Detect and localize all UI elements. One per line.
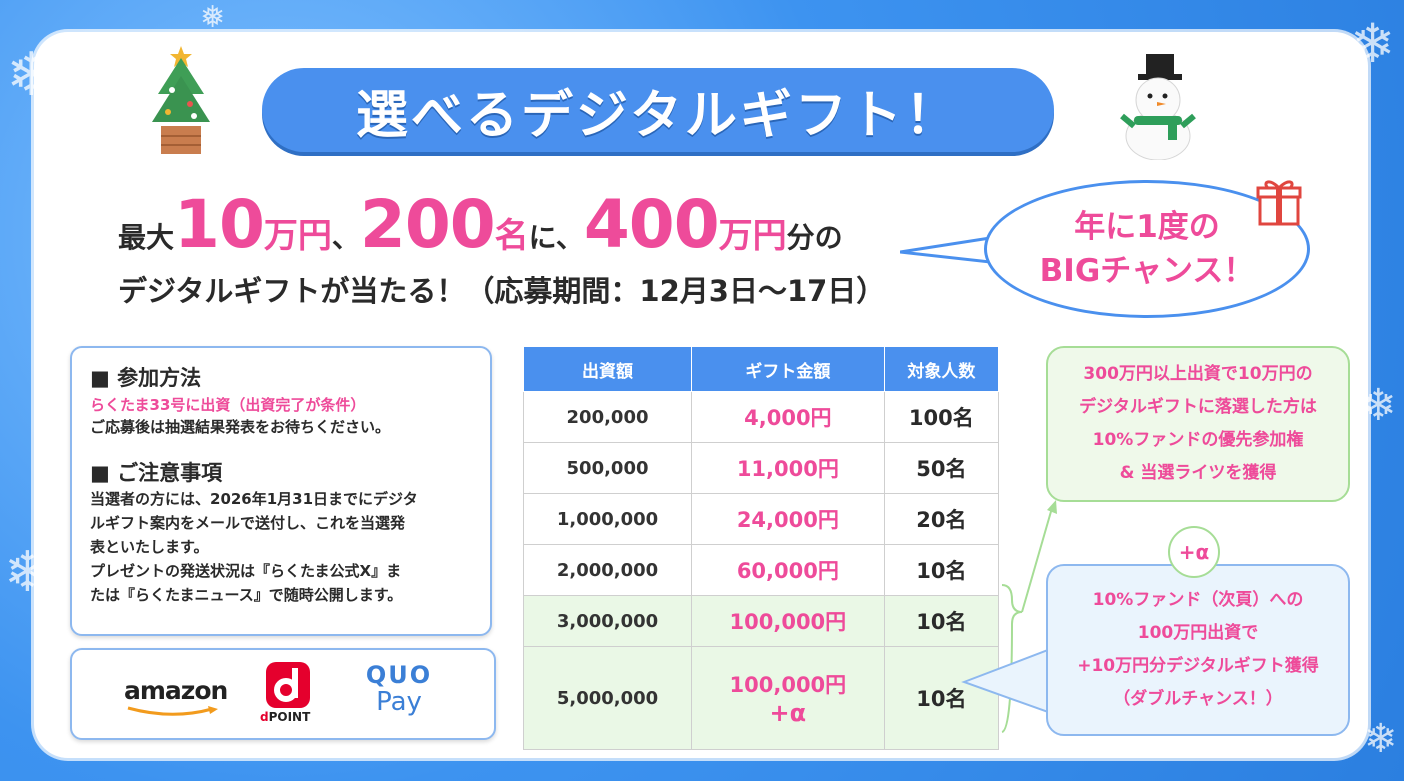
gift-brand-logos: amazon dPOINT QUO Pay xyxy=(70,648,496,740)
amazon-logo: amazon xyxy=(124,676,228,705)
headline-subline: デジタルギフトが当たる！（応募期間：12月3日～17日） xyxy=(118,274,886,308)
amount-cell: 3,000,000 xyxy=(522,595,693,647)
priority-line: 10%ファンドの優先参加権 xyxy=(1092,430,1304,450)
title-banner: 選べるデジタルギフト！ xyxy=(262,68,1054,152)
headline-text: 、 xyxy=(331,221,360,254)
table-header-row: 出資額 ギフト金額 対象人数 xyxy=(522,346,1000,392)
double-chance-line: 10%ファンド（次頁）への xyxy=(1092,590,1304,610)
quo-text: QUO xyxy=(365,661,433,689)
double-chance-line: +10万円分デジタルギフト獲得 xyxy=(1077,656,1319,676)
column-header: 対象人数 xyxy=(883,346,1000,392)
gift-box-icon xyxy=(1256,180,1302,226)
people-cell: 50名 xyxy=(883,442,1000,494)
notice-line: 当選者の方には、2026年1月31日までにデジタ xyxy=(90,490,418,508)
gift-cell: 24,000円 xyxy=(691,493,885,545)
priority-line: デジタルギフトに落選した方は xyxy=(1079,397,1317,417)
headline-unit: 名 xyxy=(494,216,529,256)
page-title: 選べるデジタルギフト！ xyxy=(356,85,960,146)
method-heading: ■ 参加方法 xyxy=(90,366,202,390)
amount-cell: 2,000,000 xyxy=(522,544,693,596)
gift-cell: 60,000円 xyxy=(691,544,885,596)
people-cell: 10名 xyxy=(883,544,1000,596)
double-chance-line: 100万円出資で xyxy=(1137,623,1259,643)
people-cell: 10名 xyxy=(883,595,1000,647)
method-condition: らくたま33号に出資（出資完了が条件） xyxy=(90,396,366,414)
method-note: ご応募後は抽選結果発表をお待ちください。 xyxy=(90,418,391,436)
dpoint-logo-icon xyxy=(266,662,310,708)
bubble-line: 年に1度の xyxy=(1074,209,1220,245)
headline-text: に、 xyxy=(528,221,584,254)
amount-cell: 5,000,000 xyxy=(522,646,693,750)
amount-cell: 200,000 xyxy=(522,391,693,443)
notice-heading: ■ ご注意事項 xyxy=(90,461,223,485)
gift-cell: 100,000円 +α xyxy=(691,646,885,750)
gift-cell: 11,000円 xyxy=(691,442,885,494)
gift-cell: 100,000円 xyxy=(691,595,885,647)
headline-total: 400 xyxy=(583,186,720,263)
table-row: 1,000,000 24,000円 20名 xyxy=(522,493,1000,545)
table-row: 200,000 4,000円 100名 xyxy=(522,391,1000,443)
headline-unit: 万円 xyxy=(718,216,787,256)
gift-amount: 100,000円 xyxy=(729,673,847,697)
table-row: 2,000,000 60,000円 10名 xyxy=(522,544,1000,596)
table-row: 3,000,000 100,000円 10名 xyxy=(522,595,1000,647)
participation-info-box: ■ 参加方法 らくたま33号に出資（出資完了が条件） ご応募後は抽選結果発表をお… xyxy=(70,346,492,636)
priority-line: & 当選ライツを獲得 xyxy=(1119,463,1277,483)
christmas-tree-icon xyxy=(152,46,210,154)
priority-entry-box: 300万円以上出資で10万円の デジタルギフトに落選した方は 10%ファンドの優… xyxy=(1046,346,1350,502)
dpoint-word: POINT xyxy=(268,710,311,724)
notice-line: 表といたします。 xyxy=(90,538,209,556)
snowman-icon xyxy=(1120,54,1196,160)
people-cell: 20名 xyxy=(883,493,1000,545)
gift-cell: 4,000円 xyxy=(691,391,885,443)
quo-pay-logo: QUO Pay xyxy=(364,662,434,716)
pay-text: Pay xyxy=(376,687,422,717)
gift-table: 出資額 ギフト金額 対象人数 200,000 4,000円 100名 500,0… xyxy=(522,346,1000,750)
bubble-line: BIGチャンス！ xyxy=(1039,253,1255,289)
dpoint-prefix: d xyxy=(260,710,269,724)
people-cell: 10名 xyxy=(883,646,1000,750)
table-row: 5,000,000 100,000円 +α 10名 xyxy=(522,646,1000,750)
gift-extra: +α xyxy=(769,699,807,727)
headline-text: 分の xyxy=(786,221,843,254)
amount-cell: 1,000,000 xyxy=(522,493,693,545)
snowflake-icon: ❅ xyxy=(200,0,226,35)
priority-line: 300万円以上出資で10万円の xyxy=(1083,364,1313,384)
headline-amount: 10 xyxy=(174,186,265,263)
notice-line: ルギフト案内をメールで送付し、これを当選発 xyxy=(90,514,406,532)
headline-count: 200 xyxy=(359,186,496,263)
table-row: 500,000 11,000円 50名 xyxy=(522,442,1000,494)
big-chance-bubble: 年に1度の BIGチャンス！ xyxy=(984,180,1310,318)
plus-alpha-badge: +α xyxy=(1168,526,1220,578)
amount-cell: 500,000 xyxy=(522,442,693,494)
double-chance-box: 10%ファンド（次頁）への 100万円出資で +10万円分デジタルギフト獲得 （… xyxy=(1046,564,1350,736)
double-chance-line: （ダブルチャンス！） xyxy=(1113,689,1283,709)
column-header: ギフト金額 xyxy=(691,346,885,392)
column-header: 出資額 xyxy=(522,346,693,392)
headline-text: 最大 xyxy=(118,221,175,254)
dpoint-label: dPOINT xyxy=(260,710,310,724)
headline: 最大10万円、200名に、400万円分の xyxy=(118,186,918,263)
notice-line: たは『らくたまニュース』で随時公開します。 xyxy=(90,586,403,604)
people-cell: 100名 xyxy=(883,391,1000,443)
amazon-smile-icon xyxy=(127,706,218,716)
notice-line: プレゼントの発送状況は『らくたま公式X』ま xyxy=(90,562,402,580)
headline-unit: 万円 xyxy=(263,216,332,256)
snowflake-icon: ❄ xyxy=(1364,716,1398,762)
